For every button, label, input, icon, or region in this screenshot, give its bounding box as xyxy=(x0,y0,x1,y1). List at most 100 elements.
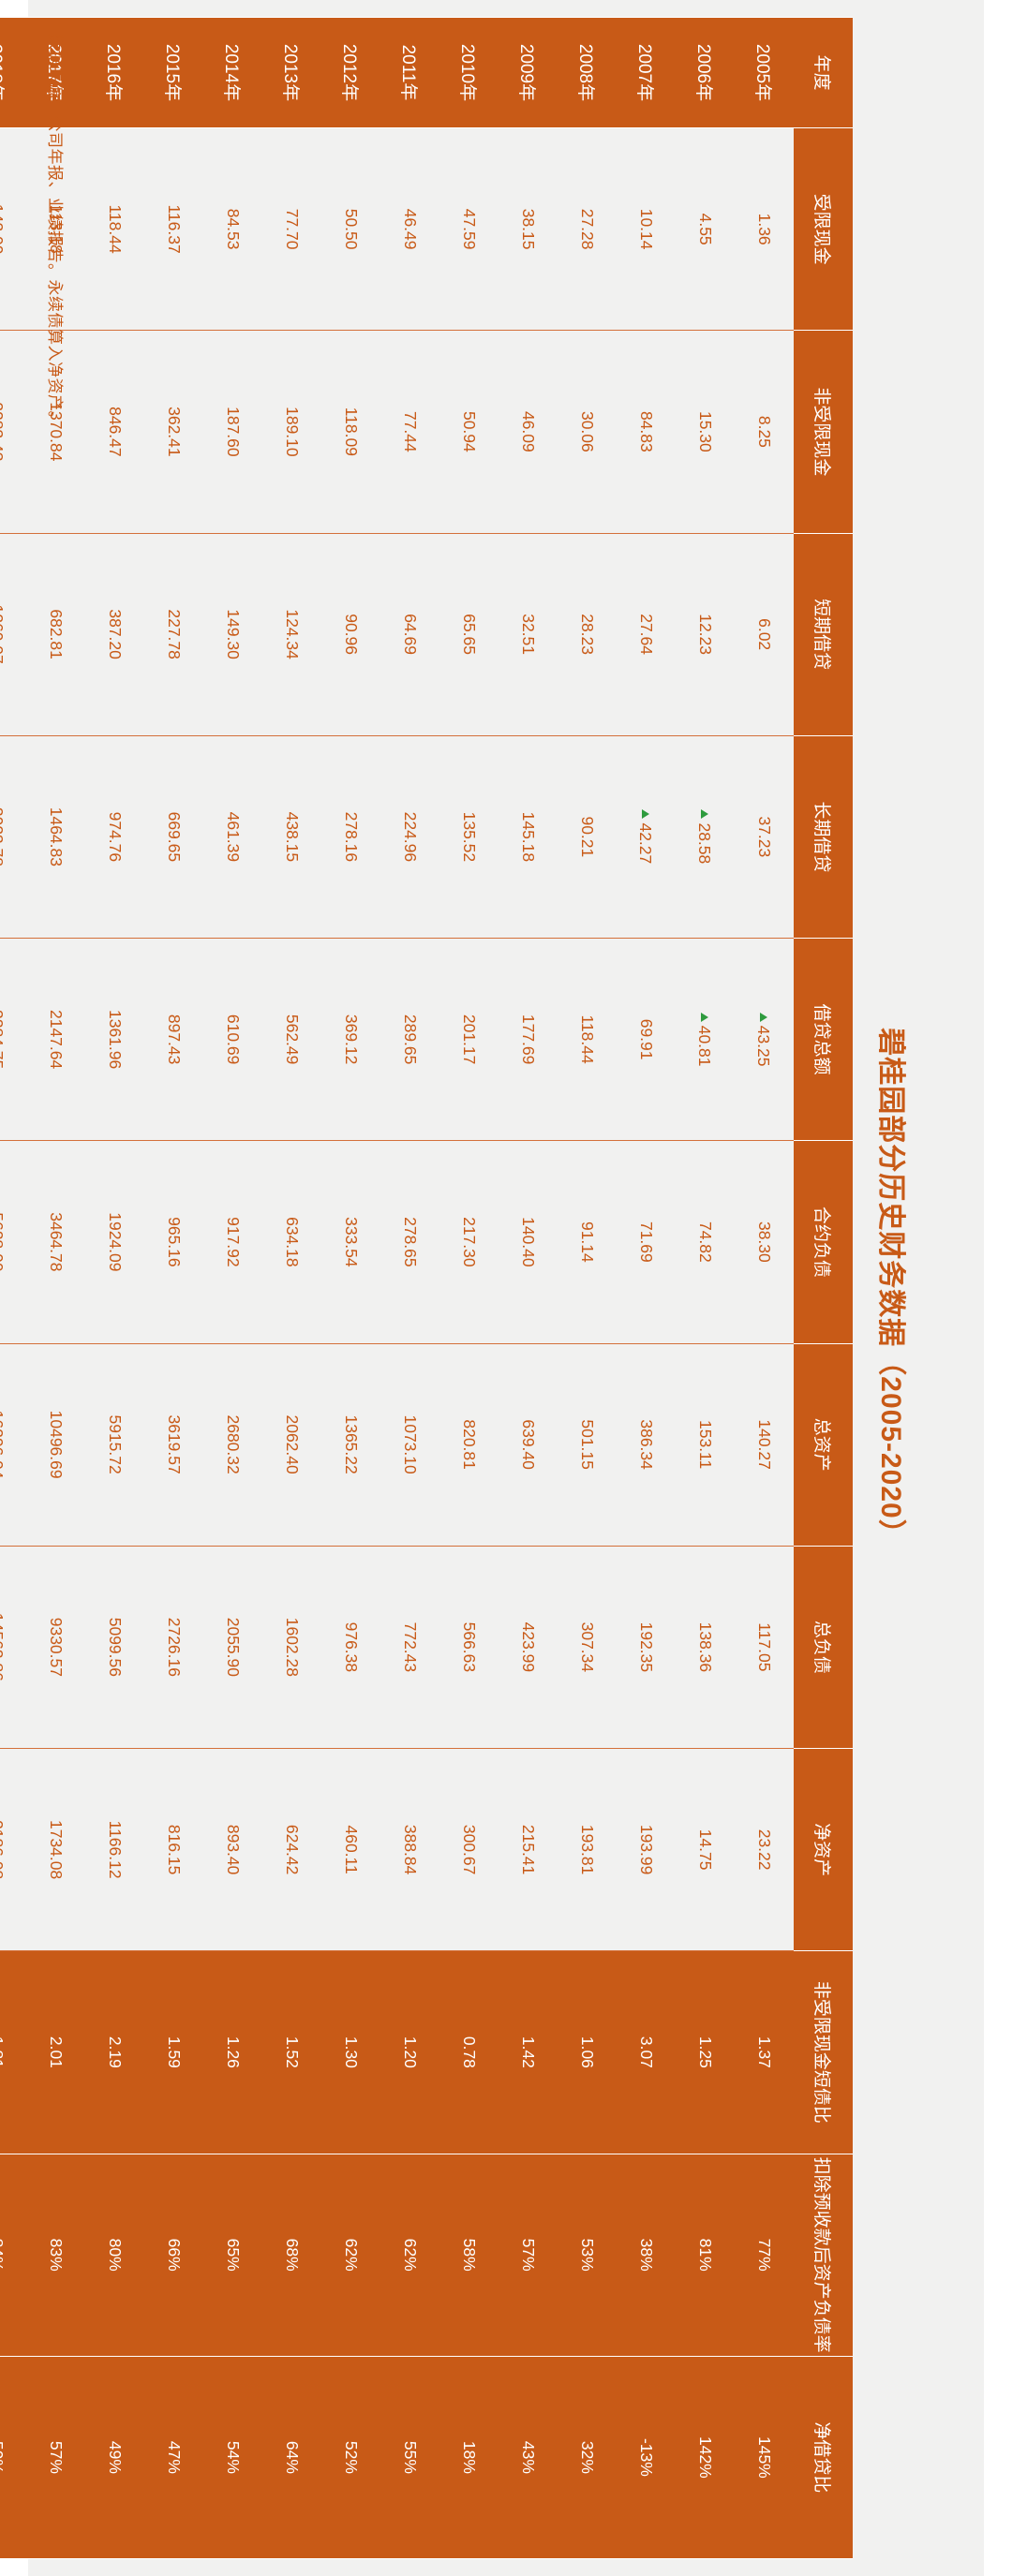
data-cell: 1260.97 xyxy=(0,533,26,736)
data-cell: 81% xyxy=(676,2154,735,2357)
data-cell: 68% xyxy=(262,2154,321,2357)
data-cell: 9330.57 xyxy=(26,1546,85,1749)
source-note: 数据来源：公司年报、业绩报告。永续债算入净资产。 xyxy=(46,34,64,427)
data-cell: 177.69 xyxy=(499,938,558,1141)
table-row: 2006年 4.55 15.30 12.23 28.58 40.81 74.82 153.11… xyxy=(676,17,735,2559)
data-cell: 1464.83 xyxy=(26,735,85,939)
data-cell: 3.07 xyxy=(617,1950,676,2154)
data-cell: 624.42 xyxy=(262,1748,321,1951)
column-header-2: 短期借贷 xyxy=(794,533,853,736)
data-cell: 501.15 xyxy=(558,1343,617,1547)
table-body: 2005年 1.36 8.25 6.02 37.23 43.25 38.30 140.27 11… xyxy=(0,17,794,2559)
data-cell: 278.16 xyxy=(321,735,380,939)
data-cell: 669.65 xyxy=(144,735,203,939)
data-cell: 193.81 xyxy=(558,1748,617,1951)
table-row: 2011年 46.49 77.44 64.69 224.96 289.65 278.65 10… xyxy=(380,17,439,2559)
data-cell: 1924.09 xyxy=(85,1140,144,1343)
data-cell: 423.99 xyxy=(499,1546,558,1749)
data-cell: 145.18 xyxy=(499,735,558,939)
data-cell: 387.20 xyxy=(85,533,144,736)
data-cell: 897.43 xyxy=(144,938,203,1141)
data-cell: 3619.57 xyxy=(144,1343,203,1547)
column-header-8: 净资产 xyxy=(794,1748,853,1951)
data-cell: 90.96 xyxy=(321,533,380,736)
data-cell: 5099.56 xyxy=(85,1546,144,1749)
data-cell: 2.19 xyxy=(85,1950,144,2154)
data-cell: 300.67 xyxy=(439,1748,499,1951)
data-cell: 1.06 xyxy=(558,1950,617,2154)
year-cell: 2009年 xyxy=(499,17,558,128)
data-cell: 84.53 xyxy=(203,127,262,331)
data-cell: 1166.12 xyxy=(85,1748,144,1951)
data-cell: 15.30 xyxy=(676,330,735,533)
data-cell: 369.12 xyxy=(321,938,380,1141)
data-cell: 32.51 xyxy=(499,533,558,736)
data-cell: 53% xyxy=(558,2154,617,2357)
data-cell: 50% xyxy=(0,2356,26,2559)
data-cell: 55% xyxy=(380,2356,439,2559)
data-cell: 846.47 xyxy=(85,330,144,533)
data-cell: 1361.96 xyxy=(85,938,144,1141)
data-cell: 83% xyxy=(26,2154,85,2357)
data-cell: 1602.28 xyxy=(262,1546,321,1749)
data-cell: 30.06 xyxy=(558,330,617,533)
column-header-1: 非受限现金 xyxy=(794,330,853,533)
data-cell: 135.52 xyxy=(439,735,499,939)
year-cell: 2013年 xyxy=(262,17,321,128)
data-cell: 138.36 xyxy=(676,1546,735,1749)
data-cell: 140.40 xyxy=(499,1140,558,1343)
data-cell: 28.58 xyxy=(676,735,735,939)
data-cell: 189.10 xyxy=(262,330,321,533)
data-cell: 3464.78 xyxy=(26,1140,85,1343)
data-cell: 90.21 xyxy=(558,735,617,939)
data-cell: 80% xyxy=(85,2154,144,2357)
table-row: 2014年 84.53 187.60 149.30 461.39 610.69 917.92… xyxy=(203,17,262,2559)
financial-data-table: 年度 受限现金 非受限现金 短期借贷 长期借贷 借贷总额 合约负债 总资产 总负… xyxy=(0,17,853,2559)
table-row: 2012年 50.50 118.09 90.96 278.16 369.12 333.54 1… xyxy=(321,17,380,2559)
data-cell: 27.64 xyxy=(617,533,676,736)
year-cell: 2018年 xyxy=(0,17,26,128)
data-cell: 28.23 xyxy=(558,533,617,736)
data-cell: 562.49 xyxy=(262,938,321,1141)
table-row: 2016年 118.44 846.47 387.20 974.76 1361.96 1924… xyxy=(85,17,144,2559)
year-cell: 2006年 xyxy=(676,17,735,128)
data-cell: 91.14 xyxy=(558,1140,617,1343)
data-cell: 66% xyxy=(144,2154,203,2357)
year-cell: 2010年 xyxy=(439,17,499,128)
year-cell: 2008年 xyxy=(558,17,617,128)
year-cell: 2005年 xyxy=(735,17,794,128)
column-header-9: 非受限现金短债比 xyxy=(794,1950,853,2154)
data-cell: 2283.43 xyxy=(0,330,26,533)
data-cell: 2186.08 xyxy=(0,1748,26,1951)
data-cell: 5915.72 xyxy=(85,1343,144,1547)
column-header-0: 受限现金 xyxy=(794,127,853,331)
year-cell: 2014年 xyxy=(203,17,262,128)
data-cell: 2062.40 xyxy=(262,1343,321,1547)
data-cell: 38.30 xyxy=(735,1140,794,1343)
data-cell: 64% xyxy=(262,2356,321,2559)
data-cell: 124.34 xyxy=(262,533,321,736)
data-cell: 1.36 xyxy=(735,127,794,331)
data-cell: 43% xyxy=(499,2356,558,2559)
data-cell: 57% xyxy=(26,2356,85,2559)
data-cell: 12.23 xyxy=(676,533,735,736)
green-triangle-marker-icon xyxy=(759,1012,767,1022)
data-cell: 46.09 xyxy=(499,330,558,533)
data-cell: 32% xyxy=(558,2356,617,2559)
year-cell: 2015年 xyxy=(144,17,203,128)
data-cell: 192.35 xyxy=(617,1546,676,1749)
data-cell: 227.78 xyxy=(144,533,203,736)
data-cell: 816.15 xyxy=(144,1748,203,1951)
column-header-4: 借贷总额 xyxy=(794,938,853,1141)
data-cell: 2055.90 xyxy=(203,1546,262,1749)
data-cell: 118.44 xyxy=(85,127,144,331)
data-cell: 2726.16 xyxy=(144,1546,203,1749)
data-cell: 62% xyxy=(380,2154,439,2357)
data-cell: 142% xyxy=(676,2356,735,2559)
data-cell: 333.54 xyxy=(321,1140,380,1343)
green-triangle-marker-icon xyxy=(641,809,649,820)
data-cell: 634.18 xyxy=(262,1140,321,1343)
data-cell: 84.83 xyxy=(617,330,676,533)
data-cell: 1.25 xyxy=(676,1950,735,2154)
data-cell: 10.14 xyxy=(617,127,676,331)
